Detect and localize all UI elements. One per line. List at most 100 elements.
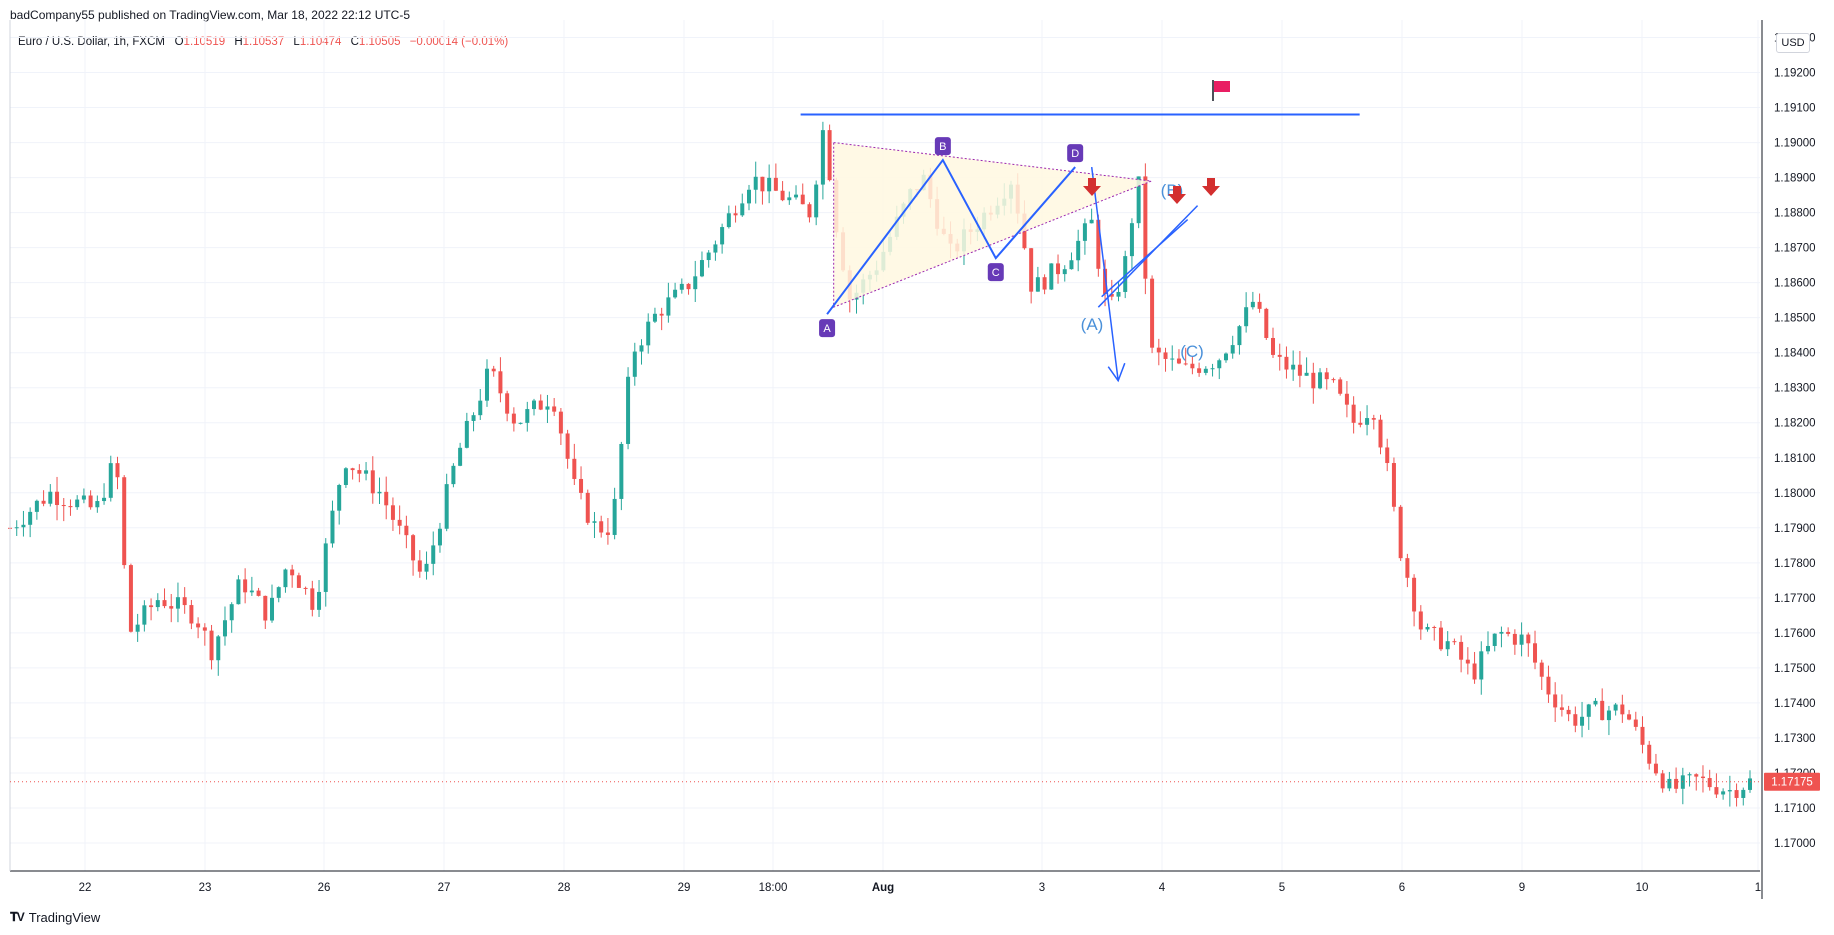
candle-body xyxy=(572,458,577,479)
sell-arrow-icon xyxy=(1083,178,1101,196)
y-tick-label: 1.18800 xyxy=(1774,208,1816,220)
pattern-point-label: A xyxy=(823,323,831,335)
pattern-point-marker xyxy=(987,263,1004,282)
candle-body xyxy=(1338,379,1343,394)
candle-body xyxy=(1492,633,1497,646)
y-tick-label: 1.18000 xyxy=(1774,488,1816,500)
candle-body xyxy=(1371,418,1376,420)
candle-body xyxy=(128,565,133,632)
candle-body xyxy=(1613,704,1618,711)
x-tick-label: 28 xyxy=(558,882,571,894)
candle-body xyxy=(740,203,745,216)
candle-body xyxy=(1109,293,1114,297)
tradingview-logo-icon: 𝐓V xyxy=(10,910,25,924)
currency-button[interactable]: USD xyxy=(1776,33,1810,53)
candle-body xyxy=(491,368,496,372)
candle-body xyxy=(1479,651,1484,680)
candle-body xyxy=(1533,643,1538,663)
pattern-point-marker xyxy=(1067,144,1084,163)
candle-body xyxy=(518,422,523,424)
x-tick-label: 27 xyxy=(438,882,451,894)
candle-body xyxy=(1734,790,1739,798)
candle-body xyxy=(1391,463,1396,507)
candle-body xyxy=(229,604,234,621)
candle-body xyxy=(1223,353,1228,361)
candle-body xyxy=(317,591,322,610)
open-label: O xyxy=(174,36,184,48)
candle-body xyxy=(1203,368,1208,373)
candle-body xyxy=(1291,364,1296,370)
y-tick-label: 1.17800 xyxy=(1774,558,1816,570)
x-tick-label: 22 xyxy=(79,882,92,894)
candle-body xyxy=(1674,778,1679,789)
candle-body xyxy=(1640,726,1645,745)
candle-body xyxy=(1358,422,1363,425)
candle-body xyxy=(1620,704,1625,715)
candle-body xyxy=(505,393,510,414)
pattern-point-label: D xyxy=(1071,148,1079,160)
low-value: 1.10474 xyxy=(299,36,342,48)
candle-body xyxy=(619,443,624,499)
candle-body xyxy=(1304,372,1309,376)
candle-body xyxy=(243,579,248,593)
x-tick-label: 18:00 xyxy=(759,882,788,894)
candle-body xyxy=(384,491,389,506)
candle-body xyxy=(532,400,537,410)
candle-body xyxy=(1069,260,1074,270)
candle-body xyxy=(1244,307,1249,327)
candle-body xyxy=(364,470,369,474)
candle-body xyxy=(444,484,449,529)
pattern-point-marker xyxy=(934,137,951,156)
x-tick-label: 3 xyxy=(1039,882,1045,894)
candle-body xyxy=(1653,763,1658,774)
candle-body xyxy=(673,289,678,298)
y-tick-label: 1.17100 xyxy=(1774,803,1816,815)
candle-body xyxy=(746,189,751,204)
candle-body xyxy=(1627,714,1632,720)
pattern-point-marker xyxy=(819,319,836,338)
candle-body xyxy=(666,297,671,316)
triangle-pattern xyxy=(833,142,1152,308)
candle-body xyxy=(720,227,725,245)
candle-body xyxy=(1694,774,1699,777)
candle-body xyxy=(545,406,550,410)
candle-body xyxy=(1056,263,1061,275)
candle-body xyxy=(1405,558,1410,578)
candle-body xyxy=(1385,447,1390,464)
candle-body xyxy=(1707,778,1712,788)
candle-body xyxy=(424,563,429,572)
candle-body xyxy=(1089,219,1094,224)
candle-body xyxy=(1183,363,1188,365)
x-tick-label: 6 xyxy=(1399,882,1405,894)
candle-body xyxy=(1727,790,1732,792)
candle-body xyxy=(1425,626,1430,630)
candle-body xyxy=(14,527,19,529)
candle-body xyxy=(357,470,362,474)
candle-body xyxy=(1667,778,1672,789)
candle-body xyxy=(1103,268,1108,294)
candle-body xyxy=(1331,379,1336,381)
candle-body xyxy=(1170,358,1175,360)
candle-body xyxy=(1277,354,1282,357)
candle-body xyxy=(652,313,657,322)
candle-body xyxy=(787,197,792,201)
candle-body xyxy=(1297,364,1302,376)
candle-body xyxy=(1116,291,1121,297)
x-tick-label: 29 xyxy=(678,882,691,894)
high-value: 1.10537 xyxy=(242,36,285,48)
candle-body xyxy=(1593,700,1598,705)
channel-line xyxy=(1097,205,1199,308)
candle-body xyxy=(827,130,832,181)
x-tick-label: 26 xyxy=(318,882,331,894)
candle-body xyxy=(626,376,631,444)
candle-body xyxy=(1190,363,1195,369)
candle-body xyxy=(1687,774,1692,776)
chart-axes: 1.170001.171001.172001.173001.174001.175… xyxy=(9,20,1820,899)
candle-body xyxy=(108,463,113,498)
candle-body xyxy=(1714,787,1719,795)
candle-body xyxy=(579,478,584,493)
candle-body xyxy=(1633,719,1638,727)
candle-body xyxy=(458,447,463,466)
candle-body xyxy=(115,463,120,478)
